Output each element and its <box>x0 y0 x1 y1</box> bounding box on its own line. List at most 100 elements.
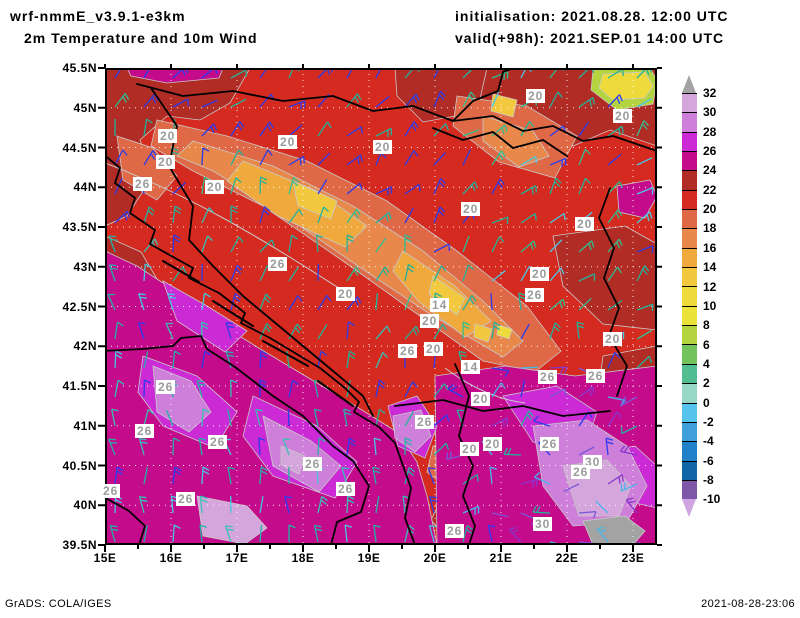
contour-label: 26 <box>268 257 288 271</box>
colorbar-tick-label: 0 <box>703 395 710 410</box>
contour-label: 30 <box>533 517 553 531</box>
colorbar-tick-label: 20 <box>703 202 717 217</box>
lat-axis-label: 39.5N <box>62 538 97 552</box>
colorbar-tick-label: -8 <box>703 473 714 487</box>
colorbar-segment <box>682 479 697 500</box>
plot-timestamp: 2021-08-28-23:06 <box>701 598 795 610</box>
contour-label: 20 <box>460 442 480 456</box>
model-title: wrf-nmmE_v3.9.1-e3km <box>10 8 186 24</box>
lat-axis-label: 42.5N <box>62 299 97 314</box>
colorbar-segment <box>682 344 697 364</box>
init-time-label: initialisation: 2021.08.28. 12:00 UTC <box>455 8 729 24</box>
colorbar-segment <box>682 363 697 384</box>
contour-label: 26 <box>538 370 558 384</box>
contour-label: 26 <box>133 177 153 191</box>
lat-axis-label: 44N <box>73 180 97 195</box>
contour-label: 14 <box>430 298 450 312</box>
lat-axis-label: 40.5N <box>62 458 97 473</box>
valid-time-label: valid(+98h): 2021.SEP.01 14:00 UTC <box>455 30 725 46</box>
contour-label: 26 <box>415 415 435 429</box>
contour-label: 26 <box>540 437 560 451</box>
contour-label: 26 <box>303 457 323 471</box>
colorbar-segment <box>682 267 697 287</box>
contour-label: 20 <box>156 155 176 169</box>
colorbar-segment <box>682 286 697 306</box>
lat-axis-label: 40N <box>73 498 97 513</box>
colorbar-segment <box>682 421 697 442</box>
contour-label: 20 <box>530 267 550 281</box>
lon-axis-label: 17E <box>225 551 249 565</box>
contour-label: 20 <box>373 140 393 154</box>
colorbar-segment <box>682 170 697 190</box>
contour-label: 20 <box>336 287 356 301</box>
contour-label: 26 <box>586 369 606 383</box>
contour-label: 20 <box>424 342 444 356</box>
contour-label: 20 <box>471 392 491 406</box>
contour-label: 26 <box>445 524 465 538</box>
colorbar-segment <box>682 151 697 171</box>
colorbar-segment <box>682 93 697 113</box>
colorbar-tick-label: 10 <box>703 298 717 313</box>
colorbar-segment <box>682 460 697 480</box>
colorbar-segment <box>682 189 697 210</box>
colorbar-tick-label: -10 <box>703 492 721 507</box>
colorbar-segment <box>682 112 697 132</box>
colorbar-tick-label: -4 <box>703 434 714 449</box>
colorbar-tick-label: 18 <box>703 221 717 236</box>
lat-axis-label: 41.5N <box>62 379 97 393</box>
colorbar-below-min-arrow <box>682 499 696 518</box>
colorbar-segment <box>682 325 697 345</box>
contour-label: 20 <box>526 89 546 103</box>
contour-label: 20 <box>603 332 623 346</box>
lon-axis-label: 21E <box>489 551 513 565</box>
lat-axis-label: 44.5N <box>62 140 97 155</box>
lon-axis-label: 22E <box>555 551 579 565</box>
lat-axis-label: 41N <box>73 418 97 433</box>
contour-label: 20 <box>158 129 178 143</box>
lat-axis-label: 43.5N <box>62 220 97 234</box>
colorbar-tick-label: 32 <box>703 86 717 100</box>
colorbar-legend: 32 30 28 26 24 22 20 18 16 14 12 10 8 6 4 2 0 -2 -4 -6 -8 -10 <box>682 75 742 518</box>
grads-credit: GrADS: COLA/IGES <box>5 598 112 610</box>
colorbar-segment <box>682 441 697 461</box>
colorbar-tick-label: 22 <box>703 182 717 197</box>
contour-label: 20 <box>461 202 481 216</box>
colorbar-tick-label: 14 <box>703 260 717 275</box>
contour-label: 20 <box>613 109 633 123</box>
lon-axis-label: 23E <box>621 551 645 565</box>
lat-axis-label: 43N <box>73 259 97 274</box>
contour-label: 26 <box>336 482 356 496</box>
colorbar-segment <box>682 209 697 229</box>
colorbar-tick-label: 4 <box>703 356 710 371</box>
contour-label: 26 <box>398 344 418 358</box>
contour-label: 26 <box>176 492 196 506</box>
colorbar-tick-label: -2 <box>703 414 714 429</box>
lon-axis-label: 18E <box>291 551 315 565</box>
colorbar-tick-label: 30 <box>703 105 717 120</box>
contour-label: 26 <box>156 380 176 394</box>
contour-label: 26 <box>135 424 155 438</box>
chart-subtitle: 2m Temperature and 10m Wind <box>24 30 258 46</box>
colorbar-tick-label: 12 <box>703 279 717 294</box>
colorbar-tick-label: 2 <box>703 376 710 391</box>
contour-label: 26 <box>571 465 591 479</box>
lat-axis-label: 45N <box>73 100 97 115</box>
contour-label: 20 <box>483 437 503 451</box>
wind-barb <box>520 366 539 369</box>
wind-barb <box>287 408 290 427</box>
colorbar-segment <box>682 228 697 248</box>
contour-label: 20 <box>575 217 595 231</box>
colorbar-tick-label: -6 <box>703 453 714 468</box>
contour-label: 20 <box>420 314 440 328</box>
contour-label: 20 <box>278 135 298 149</box>
colorbar-segment <box>682 305 697 326</box>
contour-label: 14 <box>461 360 481 374</box>
colorbar-tick-label: 28 <box>703 124 717 139</box>
contour-label: 26 <box>101 484 121 498</box>
colorbar-segment <box>682 247 697 268</box>
colorbar-tick-label: 24 <box>703 163 717 178</box>
lon-axis-label: 20E <box>423 551 447 565</box>
lat-axis-label: 45.5N <box>62 61 97 75</box>
contour-label: 26 <box>208 435 228 449</box>
